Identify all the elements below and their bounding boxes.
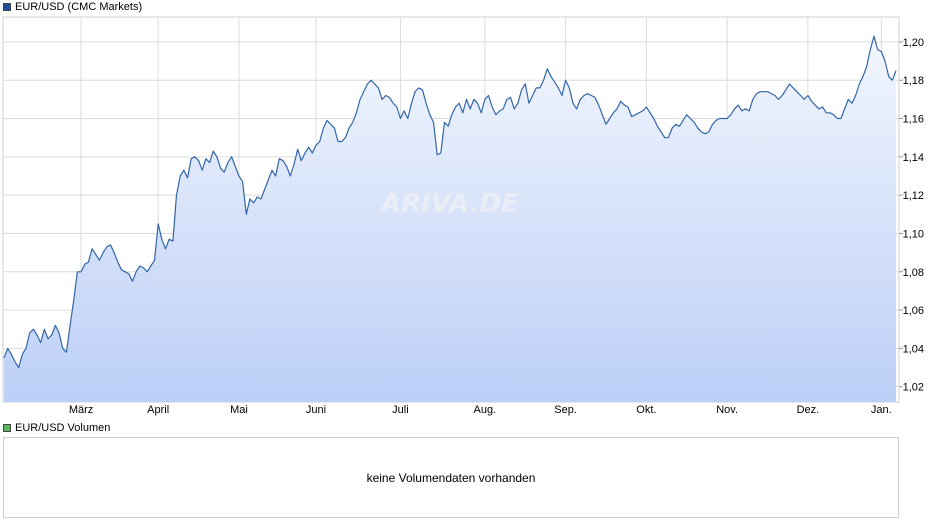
x-axis: März April Mai Juni Juli Aug. Sep. Okt. Nov. Dez.… [69,404,892,416]
x-tick-label: Juli [392,404,409,416]
y-tick-label: 1,14 [903,152,924,164]
x-tick-label: März [69,404,93,416]
x-tick-label: Okt. [636,404,656,416]
x-tick-label: April [147,404,169,416]
price-chart[interactable]: ARIVA.DE 1,02 1,04 1,06 1,08 1,10 1,12 1,14 1,1… [0,0,940,420]
price-line-group [3,35,897,369]
volume-legend-label: EUR/USD Volumen [15,422,111,434]
x-tick-label: Jan. [871,404,892,416]
y-tick-label: 1,12 [903,190,924,202]
y-axis: 1,02 1,04 1,06 1,08 1,10 1,12 1,14 1,16 1,18 1,20 [899,37,924,394]
watermark: ARIVA.DE [379,189,519,219]
volume-panel: keine Volumendaten vorhanden [3,437,899,518]
price-line [3,35,897,369]
volume-legend: EUR/USD Volumen [3,421,110,435]
y-tick-label: 1,02 [903,382,924,394]
no-volume-message: keine Volumendaten vorhanden [366,470,536,485]
y-tick-label: 1,18 [903,75,924,87]
y-tick-label: 1,06 [903,305,924,317]
y-tick-label: 1,20 [903,37,924,49]
price-legend-label: EUR/USD (CMC Markets) [15,1,143,13]
y-tick-label: 1,08 [903,267,924,279]
price-legend: EUR/USD (CMC Markets) [3,0,142,14]
y-tick-label: 1,10 [903,228,924,240]
y-tick-label: 1,04 [903,343,924,355]
price-legend-swatch [3,3,11,11]
x-tick-label: Juni [306,404,326,416]
x-tick-label: Dez. [797,404,820,416]
x-tick-label: Nov. [716,404,738,416]
y-tick-label: 1,16 [903,114,924,126]
x-tick-label: Mai [230,404,248,416]
volume-legend-swatch [3,424,11,432]
x-tick-label: Aug. [474,404,497,416]
x-tick-label: Sep. [554,404,577,416]
